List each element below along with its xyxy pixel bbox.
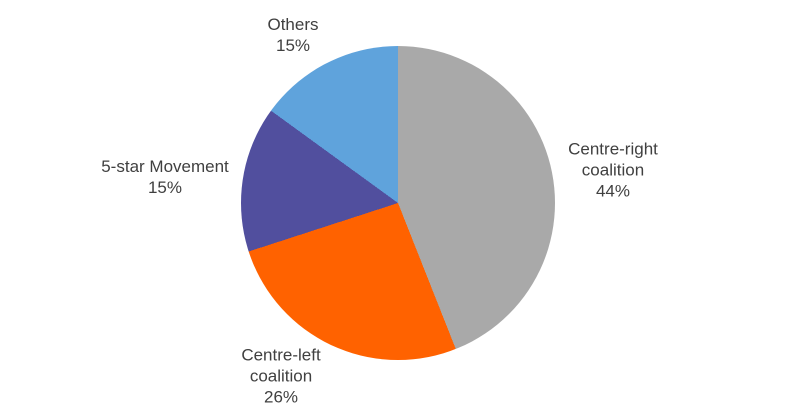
- label-line: Others: [267, 15, 319, 34]
- label-five-star-movement: 5-star Movement 15%: [101, 156, 229, 198]
- pie: [241, 46, 555, 360]
- label-value: 44%: [595, 181, 631, 201]
- label-value: 26%: [263, 387, 299, 407]
- label-line: Centre-left: [241, 345, 321, 365]
- label-value: 15%: [275, 36, 311, 55]
- label-centre-right-coalition: Centre-right coalition 44%: [568, 139, 658, 202]
- label-others: Others 15%: [267, 14, 318, 56]
- label-line: coalition: [581, 160, 645, 180]
- label-line: Centre-right: [568, 139, 658, 159]
- label-line: coalition: [249, 366, 313, 386]
- label-centre-left-coalition: Centre-left coalition 26%: [241, 345, 320, 408]
- label-value: 15%: [147, 178, 183, 197]
- label-line: 5-star Movement: [101, 157, 229, 176]
